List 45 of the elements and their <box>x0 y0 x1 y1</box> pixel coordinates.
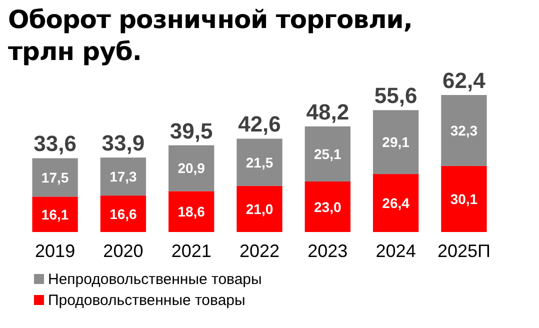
bar <box>168 191 214 232</box>
x-tick-label: 2020 <box>103 241 144 261</box>
bar <box>304 182 350 232</box>
total-label: 42,6 <box>238 112 281 137</box>
total-label: 39,5 <box>170 118 213 144</box>
total-label: 48,2 <box>306 99 350 124</box>
total-label: 55,6 <box>374 83 418 108</box>
data-label: 21,0 <box>246 200 274 217</box>
data-label: 29,1 <box>382 134 410 150</box>
bar <box>441 166 487 232</box>
data-label: 16,1 <box>41 206 69 222</box>
x-tick-label: 2022 <box>239 241 280 261</box>
data-label: 17,3 <box>110 168 138 185</box>
x-tick-label: 2023 <box>308 241 348 261</box>
bar <box>100 158 146 196</box>
data-label: 20,9 <box>178 160 206 176</box>
data-label: 26,4 <box>382 195 410 212</box>
bar <box>100 196 146 232</box>
x-tick-label: 2024 <box>376 241 416 261</box>
total-label: 62,4 <box>442 68 486 93</box>
bar <box>372 174 419 232</box>
chart-title: Оборот розничной торговли, трлн руб. <box>8 4 414 68</box>
bar <box>32 196 78 232</box>
data-label: 32,3 <box>450 122 478 138</box>
x-tick-label: 2019 <box>35 241 76 261</box>
bar <box>32 158 78 197</box>
bar <box>304 126 350 182</box>
bar <box>168 145 214 192</box>
bar <box>441 95 487 166</box>
data-label: 17,5 <box>41 169 69 186</box>
total-label: 33,6 <box>34 131 76 156</box>
data-label: 25,1 <box>314 146 342 162</box>
data-label: 30,1 <box>450 190 478 207</box>
data-label: 16,6 <box>110 206 138 222</box>
data-label: 23,0 <box>314 198 342 215</box>
data-label: 18,6 <box>178 204 206 220</box>
bar <box>236 186 282 232</box>
x-tick-label: 2021 <box>171 241 212 261</box>
x-tick-label: 2025П <box>437 241 490 261</box>
bar <box>372 110 419 174</box>
legend-label: Непродовольственные товары <box>48 271 262 288</box>
legend-label: Продовольственные товары <box>48 292 246 309</box>
data-label: 21,5 <box>246 154 274 170</box>
bar <box>236 138 282 186</box>
total-label: 33,9 <box>102 130 145 156</box>
